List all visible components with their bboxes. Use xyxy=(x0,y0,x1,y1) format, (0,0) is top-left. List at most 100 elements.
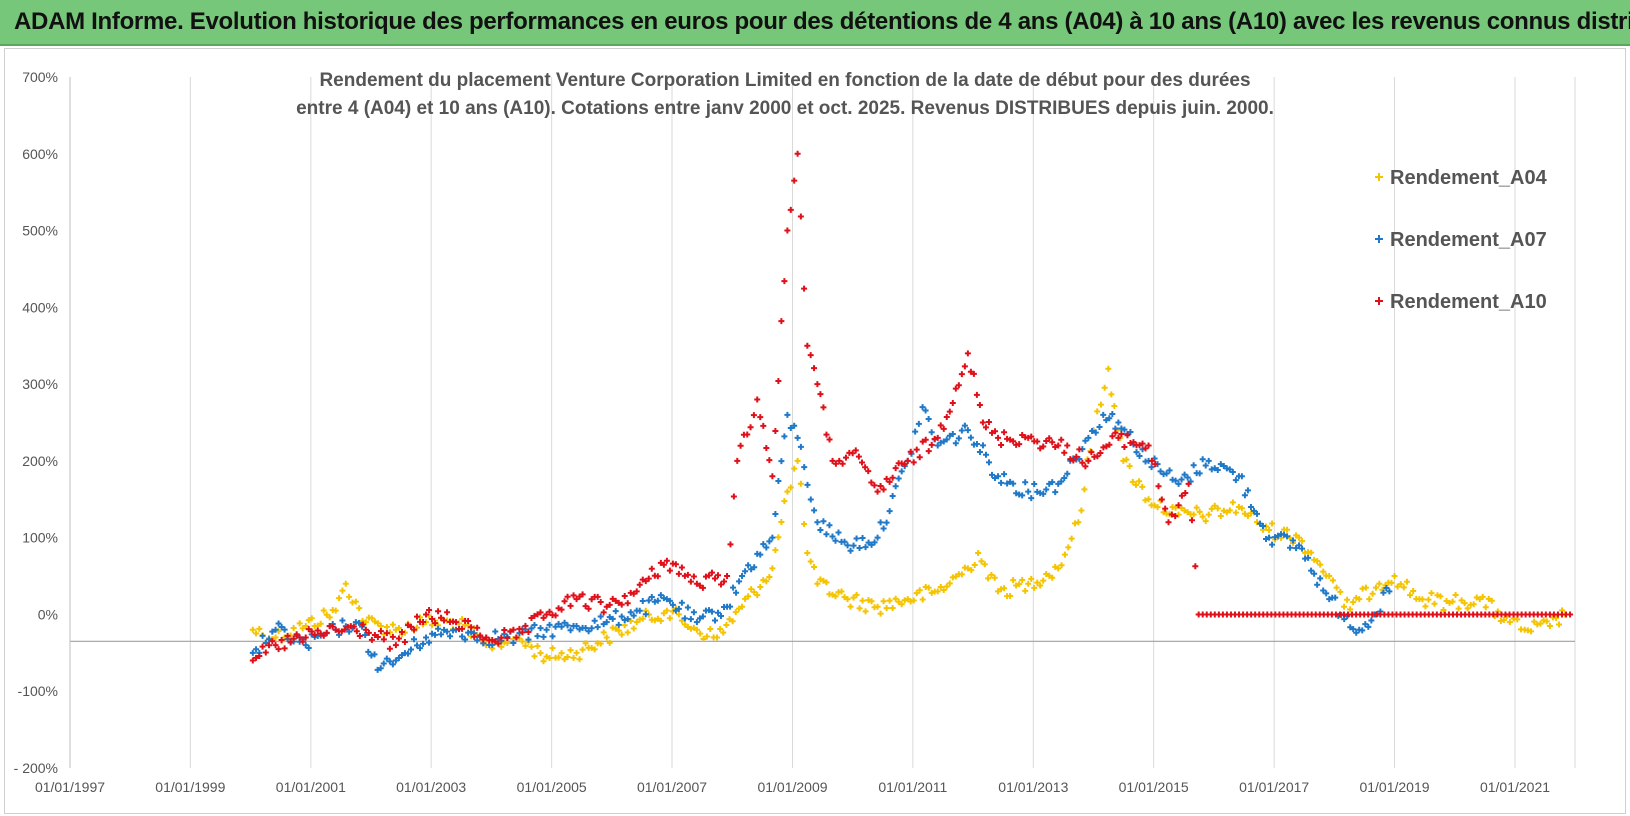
data-point xyxy=(501,626,508,633)
data-point xyxy=(525,628,532,635)
legend: Rendement_A04 Rendement_A07 Rendement_A10 xyxy=(1375,167,1548,313)
data-point xyxy=(588,644,595,651)
data-point xyxy=(1269,541,1276,548)
data-point xyxy=(407,623,414,630)
data-point xyxy=(883,605,890,612)
data-point xyxy=(1010,577,1017,584)
data-point xyxy=(621,622,628,629)
data-point xyxy=(1025,580,1032,587)
data-point xyxy=(1064,442,1071,449)
data-point xyxy=(1199,513,1206,520)
data-point xyxy=(426,639,433,646)
data-point xyxy=(847,603,854,610)
data-point xyxy=(534,643,541,650)
data-point xyxy=(420,618,427,625)
data-point xyxy=(1037,445,1044,452)
data-point xyxy=(339,587,346,594)
data-point xyxy=(1025,434,1032,441)
data-point xyxy=(1185,480,1192,487)
data-point xyxy=(729,618,736,625)
data-point xyxy=(1139,440,1146,447)
data-point xyxy=(708,608,715,615)
data-point xyxy=(707,626,714,633)
data-point xyxy=(787,484,794,491)
data-point xyxy=(582,640,589,647)
data-point xyxy=(934,434,941,441)
data-point xyxy=(734,457,741,464)
data-point xyxy=(955,435,962,442)
data-point xyxy=(711,575,718,582)
data-point xyxy=(751,589,758,596)
data-point xyxy=(904,457,911,464)
data-point xyxy=(1190,462,1197,469)
data-point xyxy=(618,631,625,638)
data-point xyxy=(615,599,622,606)
data-point xyxy=(426,606,433,613)
data-point xyxy=(346,593,353,600)
data-point xyxy=(371,651,378,658)
data-point xyxy=(380,636,387,643)
data-point xyxy=(925,584,932,591)
data-point xyxy=(380,660,387,667)
data-point xyxy=(1232,509,1239,516)
data-point xyxy=(1096,423,1103,430)
data-point xyxy=(1121,426,1128,433)
data-point xyxy=(1106,415,1113,422)
data-point xyxy=(1065,544,1072,551)
data-point xyxy=(1368,617,1375,624)
data-point xyxy=(859,597,866,604)
data-point xyxy=(483,634,490,641)
data-point xyxy=(256,653,263,659)
data-point xyxy=(594,624,601,631)
data-point xyxy=(362,632,369,639)
data-point xyxy=(365,629,372,636)
data-point xyxy=(817,576,824,583)
data-point xyxy=(1193,504,1200,511)
data-point xyxy=(1043,570,1050,577)
data-point xyxy=(441,617,448,624)
data-point xyxy=(570,592,577,599)
data-point xyxy=(1058,478,1065,485)
data-point xyxy=(1428,590,1435,597)
data-point xyxy=(1061,449,1068,456)
data-point xyxy=(374,620,381,627)
data-point xyxy=(992,428,999,435)
data-point xyxy=(1133,449,1140,456)
y-tick-label: - 200% xyxy=(14,760,58,776)
data-point xyxy=(1344,596,1351,603)
data-point xyxy=(934,588,941,595)
data-point xyxy=(1115,434,1122,441)
data-point xyxy=(669,601,676,608)
data-point xyxy=(552,612,559,619)
data-point xyxy=(727,541,734,548)
data-point xyxy=(1130,439,1137,446)
data-point xyxy=(1226,466,1233,473)
data-point xyxy=(883,519,890,526)
data-point xyxy=(1567,611,1574,618)
data-point xyxy=(1238,473,1245,480)
y-tick-label: 200% xyxy=(22,453,58,469)
data-point xyxy=(510,626,517,633)
data-point xyxy=(791,465,798,472)
data-point xyxy=(546,608,553,615)
data-point xyxy=(895,475,902,482)
data-point xyxy=(410,636,417,643)
x-tick-label: 01/01/2001 xyxy=(276,779,346,795)
data-point xyxy=(841,538,848,545)
data-point xyxy=(564,653,571,660)
data-point xyxy=(342,580,349,587)
data-point xyxy=(1388,579,1395,586)
data-point xyxy=(666,615,673,622)
data-point xyxy=(489,636,496,643)
data-point xyxy=(636,607,643,614)
y-tick-label: 600% xyxy=(22,146,58,162)
data-point xyxy=(558,650,565,657)
data-point xyxy=(672,561,679,568)
data-point xyxy=(1223,465,1230,472)
data-point xyxy=(748,566,755,573)
data-point xyxy=(1531,618,1538,625)
data-point xyxy=(352,598,359,605)
data-point xyxy=(1232,477,1239,484)
data-point xyxy=(1476,596,1483,603)
data-point xyxy=(781,498,788,505)
